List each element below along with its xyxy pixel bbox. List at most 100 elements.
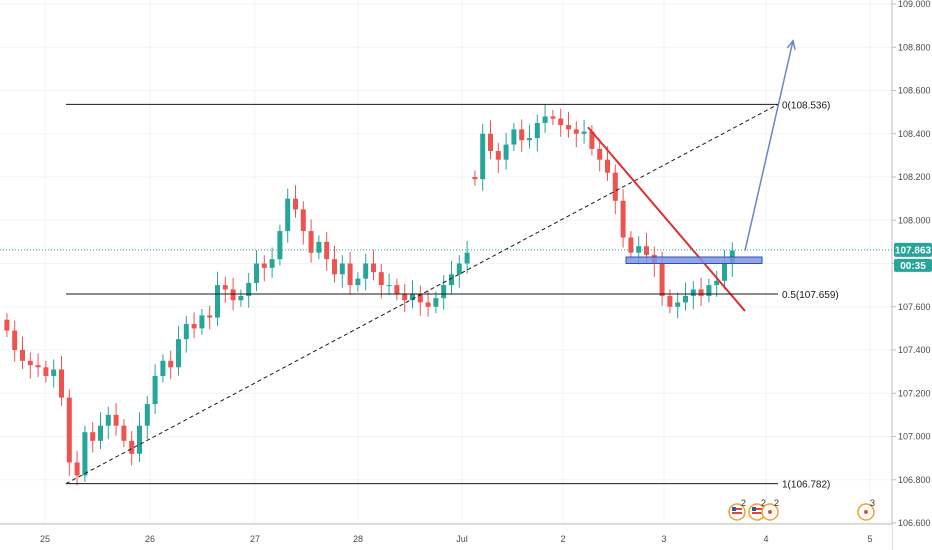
current-price-label: 107.863 <box>895 245 932 256</box>
x-axis-panel[interactable] <box>0 524 892 550</box>
support-zone[interactable] <box>625 256 763 265</box>
candle-body <box>355 278 361 286</box>
candle-body <box>495 151 501 160</box>
candle-body <box>246 282 252 296</box>
candle-body <box>168 360 174 368</box>
candle-body <box>277 231 283 260</box>
y-tick-label: 107.200 <box>898 388 931 398</box>
fibonacci-levels: 0(108.536) 0.5(107.659) 1(106.782) <box>66 100 839 491</box>
event-badge[interactable]: 3 <box>857 498 875 521</box>
flag-stripe <box>732 512 742 514</box>
candle-body <box>441 285 447 299</box>
candle-body <box>620 200 626 238</box>
candle-body <box>324 241 330 260</box>
candle-body <box>113 414 119 426</box>
event-badge[interactable]: 2 <box>728 498 746 521</box>
candle-body <box>27 360 33 366</box>
candle-body <box>105 414 111 426</box>
current-price-tag: 107.863 <box>894 242 932 257</box>
candle-body <box>176 339 181 368</box>
chart-grid <box>0 0 892 524</box>
candle-body <box>285 198 291 232</box>
x-tick-label: 27 <box>250 534 260 544</box>
candle-body <box>43 367 49 376</box>
x-tick-label: 3 <box>661 534 666 544</box>
candle-body <box>706 285 712 296</box>
candle-body <box>659 263 665 296</box>
candle-body <box>183 324 189 340</box>
annotations-group <box>65 39 796 485</box>
x-axis-ticks: 25 26 27 28 Jul 2 3 4 5 <box>40 534 873 544</box>
candle-body <box>472 177 478 180</box>
event-badge-count: 3 <box>870 498 875 508</box>
candle-body <box>238 295 244 301</box>
candle-body <box>160 360 166 376</box>
fib-level-label: 0.5(107.659) <box>782 290 839 301</box>
candle-body <box>261 263 267 268</box>
candle-body <box>644 246 649 255</box>
candle-body <box>98 425 103 441</box>
candle-body <box>394 285 400 294</box>
candle-body <box>269 259 275 268</box>
candle-body <box>456 263 462 275</box>
candle-body <box>511 129 517 145</box>
candle-body <box>573 129 579 134</box>
candle-body <box>215 285 220 318</box>
candle-body <box>722 263 727 281</box>
candle-body <box>464 252 470 264</box>
y-tick-label: 106.800 <box>898 475 931 485</box>
candle-body <box>519 129 525 141</box>
candle-body <box>605 159 610 173</box>
candle-body <box>4 319 10 331</box>
candle-body <box>503 144 509 160</box>
countdown-tag: 00:35 <box>894 258 932 272</box>
candle-body <box>82 432 88 476</box>
candle-body <box>137 425 142 454</box>
y-tick-label: 106.600 <box>898 518 931 528</box>
candle-body <box>425 302 431 307</box>
event-badge-count: 2 <box>761 498 766 508</box>
projection-arrow[interactable] <box>744 40 794 251</box>
flag-stripe <box>752 508 762 510</box>
candle-body <box>207 315 213 318</box>
x-tick-label: 25 <box>40 534 50 544</box>
candle-body <box>59 369 64 398</box>
candle-body <box>199 315 205 329</box>
event-badge-count: 2 <box>774 498 779 508</box>
dot <box>768 510 772 514</box>
candle-body <box>402 293 408 301</box>
y-tick-label: 107.600 <box>898 302 931 312</box>
y-tick-label: 108.600 <box>898 86 931 96</box>
candle-body <box>293 198 298 210</box>
y-tick-label: 108.000 <box>898 215 931 225</box>
candle-body <box>35 365 41 368</box>
x-tick-label: 28 <box>353 534 363 544</box>
red-trendline[interactable] <box>587 126 746 312</box>
y-axis-ticks: 106.600 106.800 107.000 107.200 107.400 107.6… <box>892 0 931 528</box>
flag-stripe <box>752 512 762 514</box>
countdown-label: 00:35 <box>900 261 926 272</box>
candle-body <box>690 289 696 296</box>
candle-body <box>51 369 57 376</box>
candle-body <box>144 404 150 426</box>
event-badge[interactable]: 2 <box>748 498 766 521</box>
candle-body <box>550 116 556 119</box>
candle-body <box>558 118 564 126</box>
candle-body <box>300 209 306 232</box>
candle-body <box>74 462 80 476</box>
candle-body <box>20 350 25 361</box>
y-tick-label: 108.400 <box>898 129 931 139</box>
candle-body <box>308 231 314 253</box>
candle-body <box>714 280 720 286</box>
candle-body <box>66 397 72 463</box>
dot <box>864 510 868 514</box>
dashed-trendline[interactable] <box>65 103 779 485</box>
x-tick-label: Jul <box>456 534 468 544</box>
candle-body <box>371 263 376 273</box>
event-badge[interactable]: 2 <box>761 498 779 521</box>
flag-canton <box>752 507 756 511</box>
candle-body <box>410 293 415 301</box>
y-axis-panel[interactable] <box>892 0 932 550</box>
